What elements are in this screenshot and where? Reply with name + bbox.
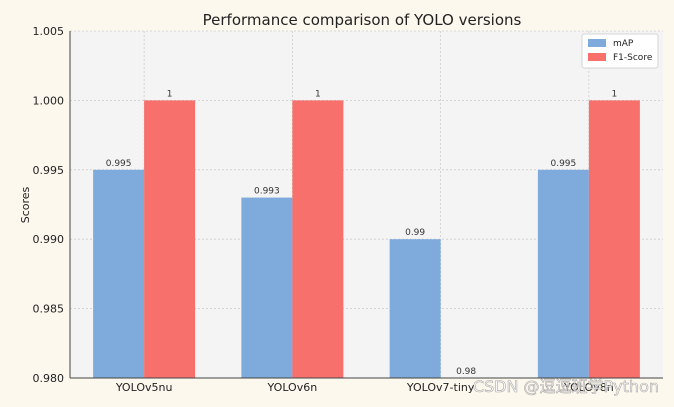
- data-labels: 0.995 1 0.993 1 0.99 0.98 0.995 1: [106, 89, 618, 377]
- legend-label-f1: F1-Score: [613, 53, 653, 63]
- map-value-label: 0.995: [550, 159, 576, 169]
- y-tick-label: 0.990: [33, 233, 65, 246]
- x-tick-label: YOLOv5nu: [115, 381, 173, 394]
- y-axis: 0.980 0.985 0.990 0.995 1.000 1.005: [33, 25, 71, 385]
- map-value-label: 0.995: [106, 159, 132, 169]
- map-bar: [537, 169, 589, 378]
- map-bar: [389, 239, 441, 378]
- legend-label-map: mAP: [613, 39, 634, 49]
- x-tick-label: YOLOv6n: [267, 381, 318, 394]
- chart-title: Performance comparison of YOLO versions: [203, 11, 522, 29]
- y-axis-label: Scores: [19, 186, 32, 223]
- map-bar: [93, 169, 145, 378]
- y-tick-label: 1.005: [33, 25, 65, 38]
- y-tick-label: 0.985: [33, 303, 65, 316]
- y-tick-label: 0.995: [33, 164, 65, 177]
- f1-score-value-label: 1: [167, 89, 173, 99]
- f1-score-bar: [292, 100, 344, 379]
- f1-score-value-label: 1: [315, 89, 321, 99]
- f1-score-bar: [588, 100, 640, 379]
- x-tick-label: YOLOv7-tiny: [406, 381, 475, 394]
- f1-score-value-label: 0.98: [456, 367, 476, 377]
- y-tick-label: 1.000: [33, 94, 65, 107]
- watermark: CSDN @逗逗班学Python: [473, 377, 659, 396]
- legend-swatch-map: [588, 39, 606, 47]
- map-bar: [241, 197, 293, 378]
- y-tick-label: 0.980: [33, 372, 65, 385]
- bars: [93, 100, 640, 379]
- f1-score-value-label: 1: [612, 89, 618, 99]
- x-tick-label: YOLOv8n: [563, 381, 614, 394]
- x-axis: YOLOv5nu YOLOv6n YOLOv7-tiny YOLOv8n: [70, 377, 663, 394]
- legend-swatch-f1: [588, 53, 606, 61]
- legend: mAP F1-Score: [581, 33, 659, 69]
- map-value-label: 0.99: [405, 228, 425, 238]
- map-value-label: 0.993: [254, 187, 280, 197]
- f1-score-bar: [144, 100, 196, 379]
